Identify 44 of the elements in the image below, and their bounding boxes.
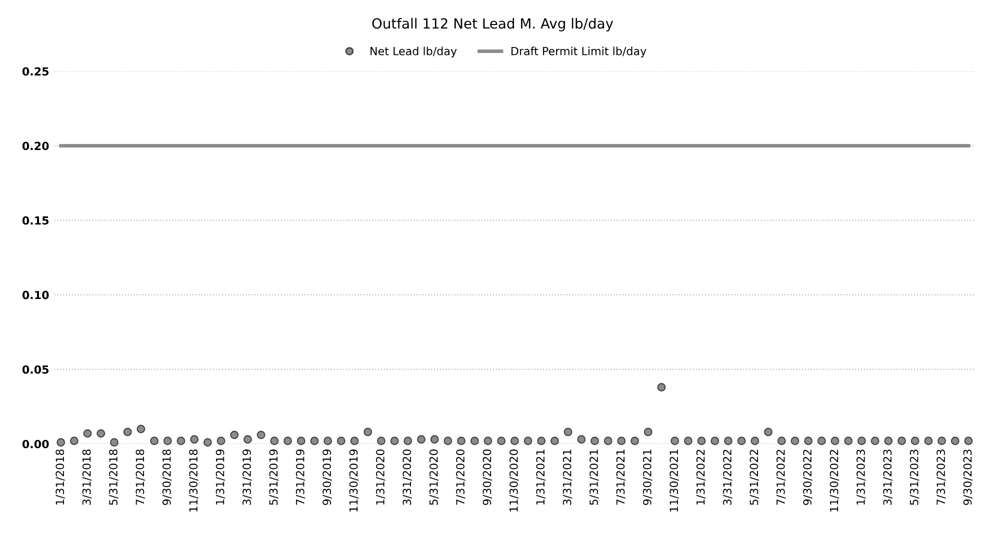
x-tick-label: 1/31/2022 <box>696 450 706 504</box>
legend-label: Net Lead lb/day <box>370 46 457 58</box>
x-tick-label: 11/30/2019 <box>349 450 359 512</box>
x-tick-label: 5/31/2019 <box>269 450 279 505</box>
x-tick-label: 1/31/2019 <box>216 450 226 504</box>
x-tick-label: 5/31/2018 <box>109 450 118 505</box>
x-tick-label: 11/30/2020 <box>509 449 519 512</box>
x-tick-label: 7/31/2023 <box>936 450 946 505</box>
x-tick-label: 7/31/2018 <box>136 450 146 505</box>
x-tick-label: 1/31/2018 <box>56 450 65 504</box>
y-tick-label: 0.15 <box>22 216 49 225</box>
x-tick-label: 9/30/2019 <box>322 450 332 506</box>
legend-label: Draft Permit Limit lb/day <box>511 46 646 58</box>
y-tick-label: 0.20 <box>22 142 49 150</box>
x-tick-label: 5/31/2020 <box>429 449 439 505</box>
x-tick-label: 9/30/2018 <box>162 450 172 506</box>
y-tick-label: 0.25 <box>22 67 49 76</box>
x-tick-label: 3/31/2023 <box>883 450 892 505</box>
x-tick-label: 7/31/2022 <box>776 450 786 505</box>
x-tick-label: 5/31/2022 <box>750 450 760 505</box>
x-tick-label: 5/31/2021 <box>590 450 599 505</box>
x-tick-label: 9/30/2023 <box>963 450 973 506</box>
x-tick-label: 1/31/2020 <box>376 449 386 504</box>
x-tick-label: 9/30/2021 <box>642 450 652 506</box>
x-tick-label: 5/31/2023 <box>910 450 920 505</box>
x-tick-label: 3/31/2021 <box>562 450 572 505</box>
y-tick-label: 0.05 <box>22 365 49 374</box>
x-tick-label: 7/31/2021 <box>616 450 626 505</box>
x-tick-label: 3/31/2019 <box>242 450 252 505</box>
x-tick-label: 11/30/2022 <box>830 450 840 512</box>
chart-title: Outfall 112 Net Lead M. Avg lb/day <box>372 18 614 32</box>
x-tick-label: 11/30/2018 <box>189 450 198 512</box>
x-tick-label: 3/31/2022 <box>723 450 732 505</box>
x-tick-label: 9/30/2020 <box>482 449 492 506</box>
x-tick-label: 11/30/2021 <box>670 450 679 512</box>
x-tick-label: 1/31/2021 <box>536 450 546 504</box>
x-tick-label: 3/31/2018 <box>82 450 92 505</box>
x-tick-label: 3/31/2020 <box>402 449 412 505</box>
x-tick-label: 7/31/2019 <box>296 450 306 505</box>
x-tick-label: 1/31/2023 <box>856 450 866 504</box>
y-tick-label: 0.10 <box>22 290 49 300</box>
y-tick-label: 0.00 <box>22 440 49 448</box>
x-tick-label: 9/30/2022 <box>803 450 812 506</box>
x-tick-label: 7/31/2020 <box>456 449 466 505</box>
